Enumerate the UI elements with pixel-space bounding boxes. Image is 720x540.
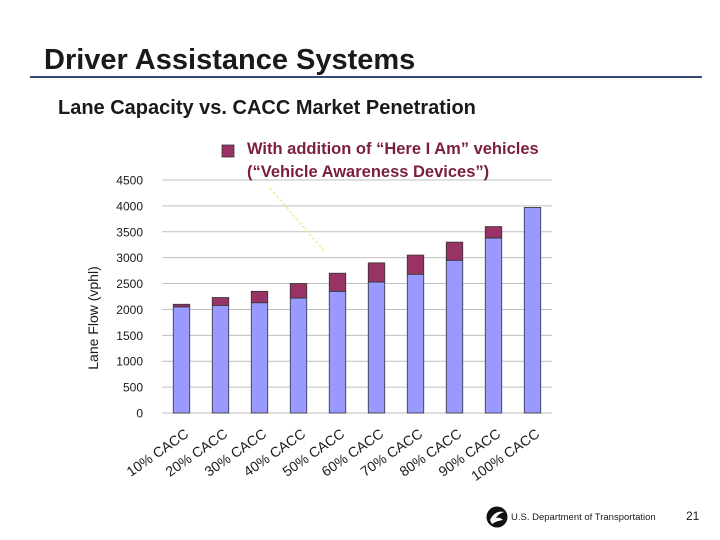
slide-title: Driver Assistance Systems	[44, 44, 416, 76]
bar-series1-3	[250, 302, 269, 414]
footer-department: U.S. Department of Transportation	[511, 512, 656, 523]
y-tick-label: 1000	[116, 355, 143, 369]
legend-leader-line	[269, 187, 326, 253]
legend-swatch	[221, 144, 235, 158]
y-tick-label: 1500	[116, 329, 143, 343]
bar-series1-8	[445, 259, 464, 414]
y-tick-label: 500	[123, 381, 143, 395]
bar-series2-5	[328, 272, 347, 292]
legend: With addition of “Here I Am” vehicles (“…	[247, 138, 539, 184]
y-axis-label: Lane Flow (vphl)	[85, 266, 101, 370]
page-number: 21	[686, 509, 700, 523]
bar-series1-9	[484, 237, 503, 414]
bar-series1-4	[289, 297, 308, 414]
y-tick-label: 3500	[116, 225, 143, 239]
bar-series2-1	[172, 303, 191, 308]
bar-series2-9	[484, 226, 503, 239]
bar-series1-5	[328, 290, 347, 414]
bar-series1-2	[211, 304, 230, 414]
title-rule	[30, 76, 702, 78]
bar-series1-7	[406, 273, 425, 414]
y-tick-label: 2000	[116, 303, 143, 317]
bar-series2-6	[367, 262, 386, 283]
y-tick-label: 2500	[116, 277, 143, 291]
y-tick-label: 3000	[116, 251, 143, 265]
bar-series2-7	[406, 254, 425, 275]
bar-series1-1	[172, 306, 191, 414]
y-tick-label: 4500	[116, 174, 143, 188]
legend-line-2: (“Vehicle Awareness Devices”)	[247, 163, 490, 181]
legend-line-1: With addition of “Here I Am” vehicles	[247, 140, 539, 158]
bar-series2-2	[211, 297, 230, 306]
bar-series2-4	[289, 283, 308, 299]
dot-logo-icon	[486, 506, 508, 528]
chart-subtitle: Lane Capacity vs. CACC Market Penetratio…	[58, 97, 476, 119]
bar-series1-6	[367, 281, 386, 414]
bars	[172, 207, 542, 414]
y-tick-label: 4000	[116, 199, 143, 213]
bar-series2-8	[445, 241, 464, 261]
bar-series2-3	[250, 290, 269, 304]
y-tick-labels: 0 500 1000 1500 2000 2500 3000 3500 4000 4500	[116, 174, 143, 421]
y-tick-label: 0	[136, 407, 143, 421]
bar-series1-10	[523, 207, 542, 414]
